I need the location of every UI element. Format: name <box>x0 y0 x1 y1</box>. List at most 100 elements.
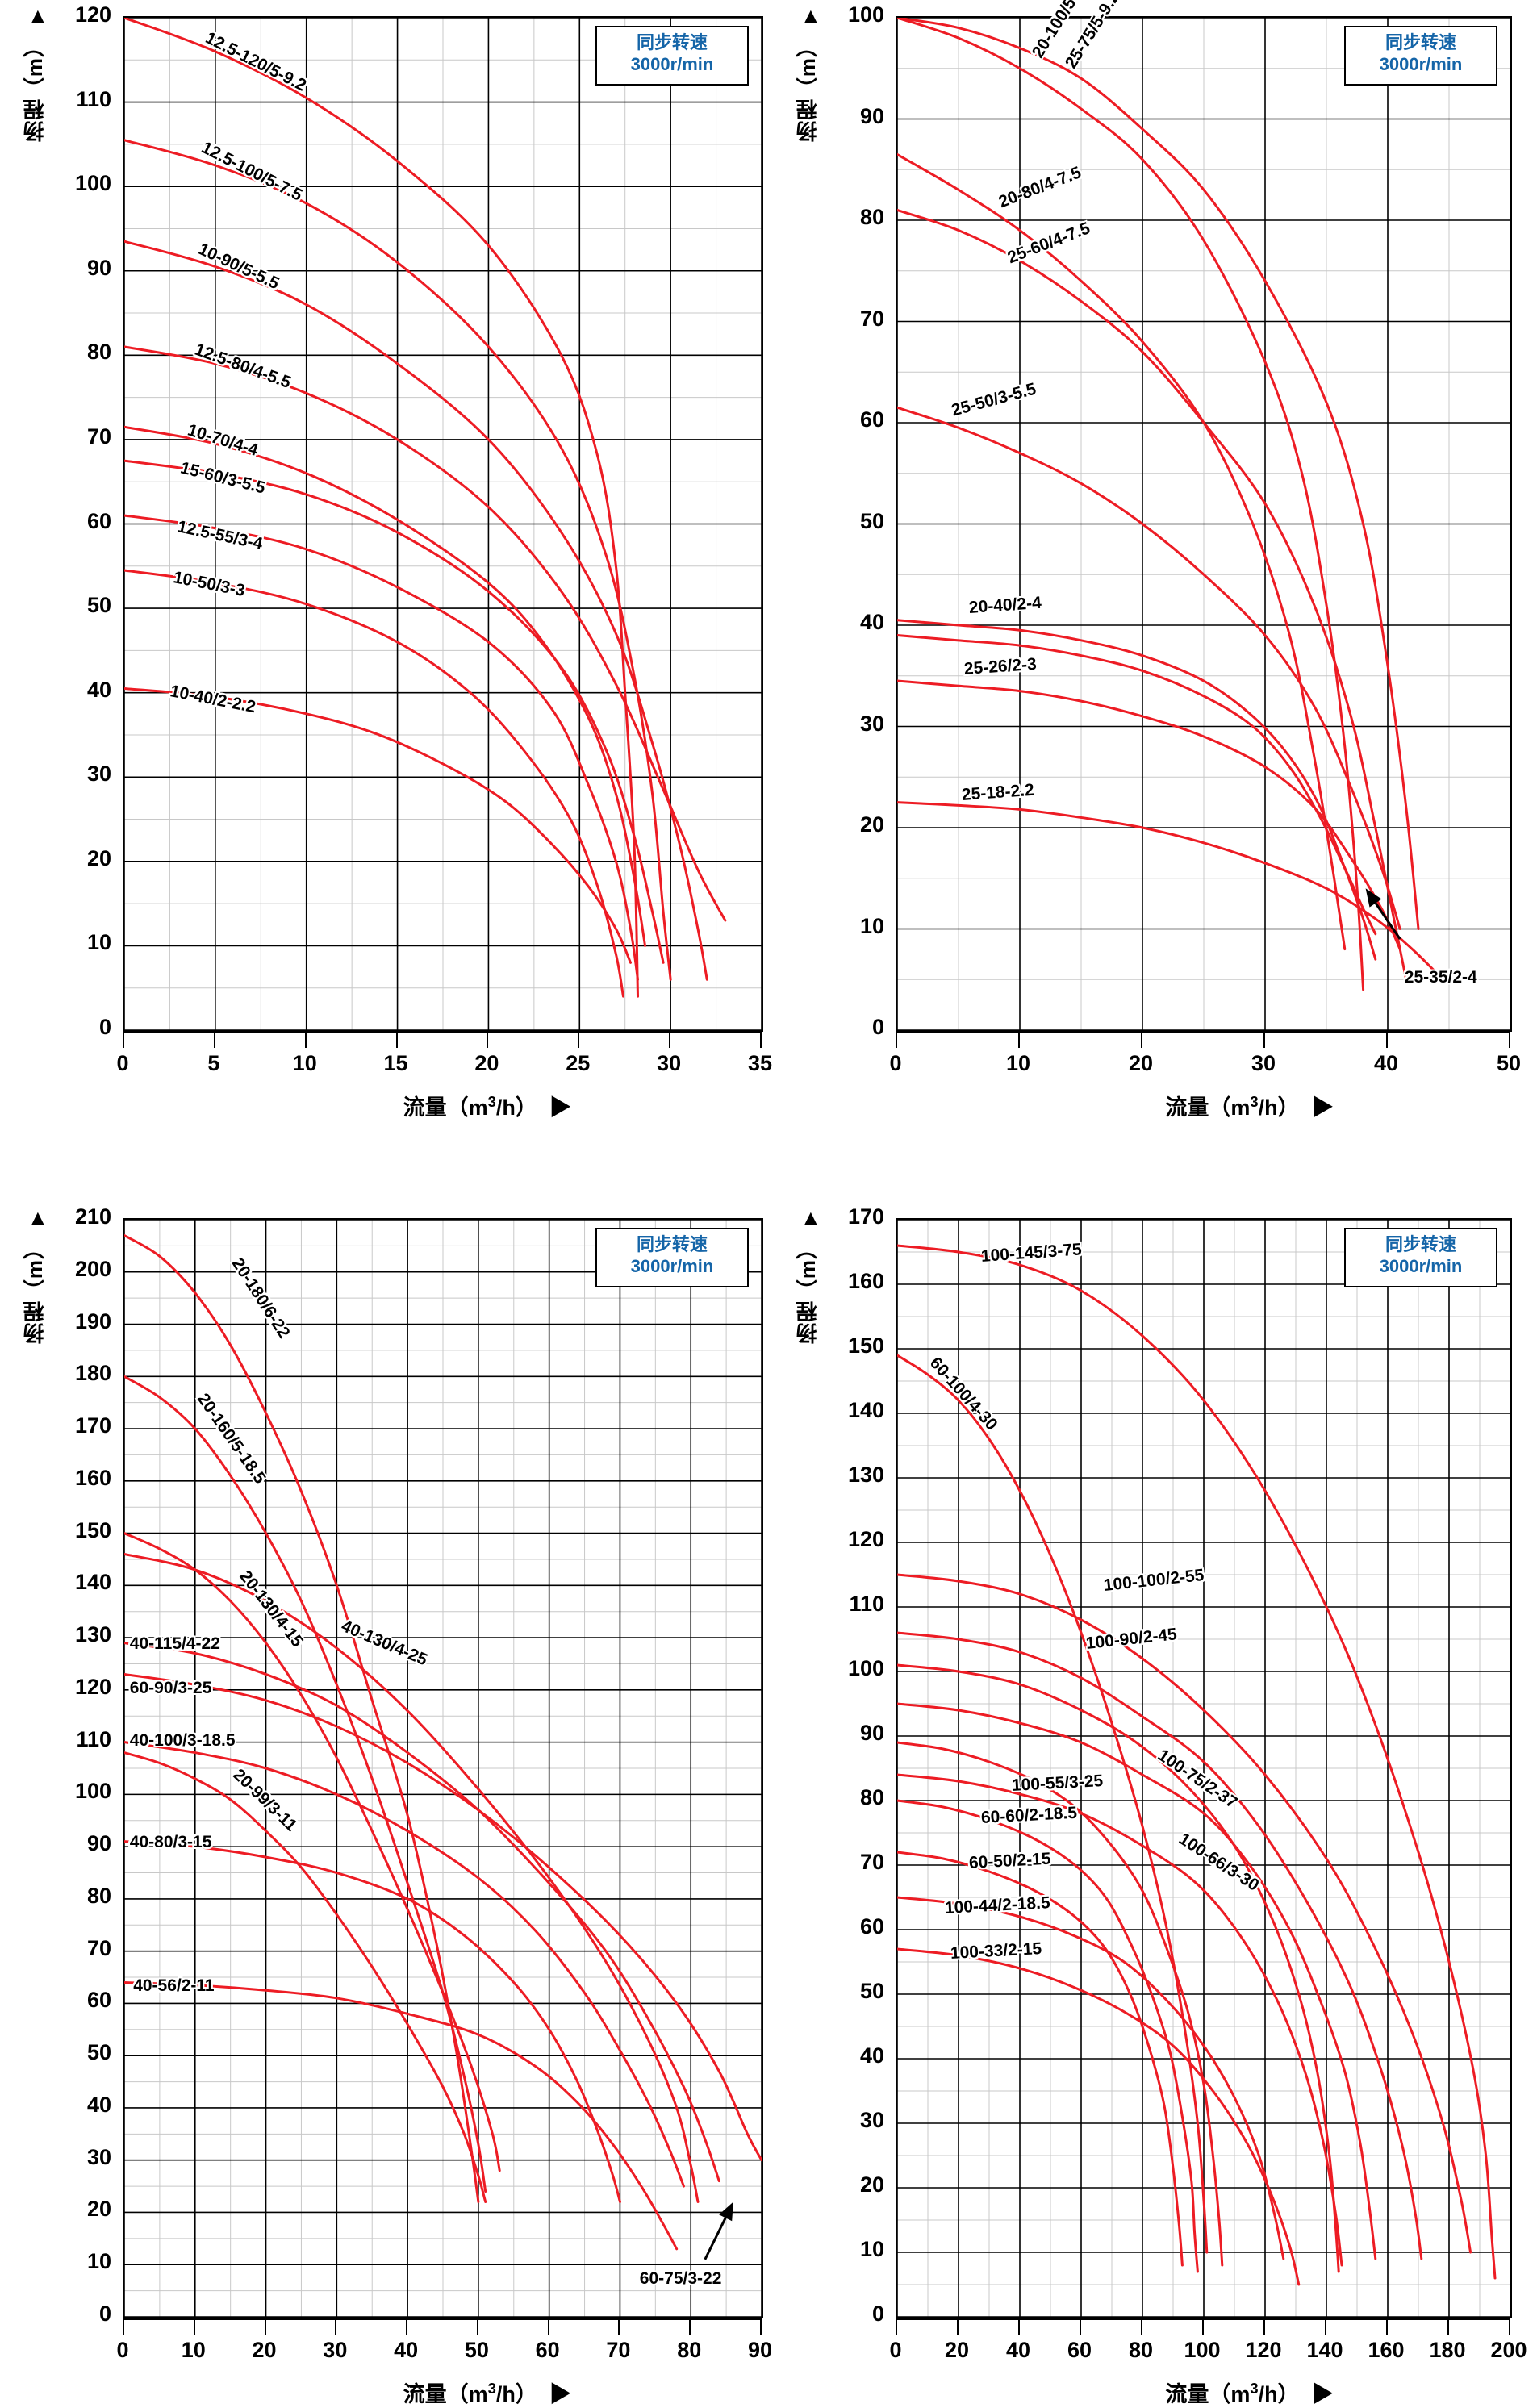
y-tick-label: 40 <box>859 2043 884 2068</box>
y-tick-label: 10 <box>859 2237 884 2261</box>
y-tick-label: 120 <box>74 2 111 27</box>
x-tick-mark <box>1509 2318 1510 2335</box>
x-tick-mark <box>264 2318 266 2335</box>
chart-2: ▲ 扬程（m） 0 10 20 30 40 50 60 70 80 90 100 0 10 20 30 40 50 流… <box>768 0 1537 1202</box>
y-axis-arrow-icon: ▲ <box>800 3 821 27</box>
legend-line-1: 同步转速 <box>1385 1234 1456 1254</box>
x-tick-mark <box>760 2318 762 2335</box>
legend-line-1: 同步转速 <box>1385 32 1456 52</box>
x-axis-title-unit: /h） <box>1258 1095 1300 1120</box>
curve-60-90/3-25 <box>124 1672 762 2162</box>
y-tick-label: 80 <box>86 340 111 365</box>
y-tick-label: 0 <box>98 2302 111 2326</box>
y-tick-label: 30 <box>86 2144 111 2169</box>
x-tick-label: 10 <box>181 2338 206 2362</box>
legend-box: 同步转速 3000r/min <box>595 1228 749 1287</box>
y-tick-label: 90 <box>86 255 111 280</box>
y-tick-label: 120 <box>74 1674 111 1699</box>
curve-100-145/3-75 <box>897 1244 1497 2280</box>
legend-line-1: 同步转速 <box>636 32 708 52</box>
y-tick-label: 40 <box>859 610 884 634</box>
x-tick-mark <box>896 1032 897 1048</box>
x-tick-mark <box>1447 2318 1449 2335</box>
y-tick-label: 110 <box>849 1592 884 1616</box>
x-tick-mark <box>1202 2318 1204 2335</box>
curve-label: 40-100/3-18.5 <box>129 1730 236 1750</box>
curve-label: 40-80/3-15 <box>129 1832 212 1851</box>
y-tick-label: 130 <box>847 1463 884 1487</box>
x-tick-mark <box>760 1032 762 1048</box>
legend-box: 同步转速 3000r/min <box>1344 26 1497 86</box>
x-tick-label: 5 <box>207 1051 220 1075</box>
curve-25-35/2-4-curve <box>897 634 1377 936</box>
x-tick-mark <box>896 2318 897 2335</box>
legend-line-2: 3000r/min <box>1379 1255 1463 1276</box>
y-tick-label: 60 <box>86 1988 111 2013</box>
x-tick-label: 0 <box>889 1051 902 1075</box>
x-tick-mark <box>957 2318 959 2335</box>
curve-label: 40-56/2-11 <box>133 1976 215 1995</box>
curve-10-40/2-2.2 <box>124 687 632 964</box>
curve-10-90/5-5.5 <box>124 240 708 981</box>
curve-12.5-55/3-4 <box>124 514 640 981</box>
x-axis-line <box>123 1032 760 1033</box>
x-tick-label: 200 <box>1490 2338 1527 2362</box>
y-tick-label: 70 <box>86 1935 111 1960</box>
y-tick-label: 60 <box>859 1914 884 1939</box>
y-tick-label: 30 <box>859 711 884 736</box>
x-tick-mark <box>1263 2318 1265 2335</box>
x-tick-mark <box>1141 1032 1142 1048</box>
y-tick-label: 100 <box>847 2 884 27</box>
chart-4: ▲ 扬程（m） 0 10 20 30 40 50 60 70 80 90 100 110 120 130 140… <box>768 1202 1537 2406</box>
plot-canvas <box>124 1220 762 2317</box>
x-tick-label: 15 <box>383 1051 408 1075</box>
plot-area <box>896 1218 1512 2318</box>
y-tick-label: 50 <box>86 2040 111 2065</box>
x-tick-mark <box>1018 1032 1020 1048</box>
y-tick-label: 30 <box>859 2108 884 2132</box>
y-tick-label: 180 <box>74 1361 111 1386</box>
y-tick-label: 0 <box>98 1015 111 1039</box>
x-tick-mark <box>406 2318 408 2335</box>
x-tick-mark <box>547 2318 549 2335</box>
x-tick-label: 20 <box>252 2338 277 2362</box>
y-axis-arrow-icon: ▲ <box>27 3 48 27</box>
x-tick-mark <box>669 1032 671 1048</box>
curve-25-75/5-9.2 <box>897 18 1420 930</box>
x-axis-arrow-icon: ▶ <box>549 2382 571 2406</box>
x-axis-title-exponent: 3 <box>1250 1093 1259 1110</box>
plot-area <box>123 16 763 1032</box>
x-tick-mark <box>1509 1032 1510 1048</box>
x-tick-mark <box>1080 2318 1081 2335</box>
x-tick-mark <box>1386 2318 1388 2335</box>
x-tick-label: 10 <box>292 1051 317 1075</box>
y-tick-label: 0 <box>871 2302 884 2326</box>
curve-100-44/2-18.5 <box>897 1896 1285 2260</box>
curve-100-75/2-37 <box>897 1702 1377 2260</box>
curve-25-26/2-3 <box>897 679 1401 951</box>
curve-100-100/2-55 <box>897 1573 1472 2254</box>
curve-25-60/4-7.5 <box>897 208 1408 981</box>
y-tick-label: 200 <box>74 1256 111 1281</box>
curve-25-50/3-5.5 <box>897 406 1401 930</box>
x-tick-mark <box>1263 1032 1265 1048</box>
x-tick-mark <box>1018 2318 1020 2335</box>
plot-area <box>123 1218 763 2318</box>
curve-12.5-120/5-9.2 <box>124 18 640 998</box>
curve-100-55/3-25 <box>897 1741 1224 2267</box>
y-tick-label: 80 <box>86 1883 111 1908</box>
curve-100-66/3-30 <box>897 1773 1343 2267</box>
y-tick-label: 140 <box>847 1398 884 1422</box>
y-tick-label: 60 <box>86 508 111 533</box>
annotation-arrow <box>1365 888 1382 908</box>
x-tick-mark <box>1386 1032 1388 1048</box>
y-tick-label: 10 <box>859 913 884 938</box>
x-axis-title-text: 流量（m <box>403 2382 488 2406</box>
x-axis-title-text: 流量（m <box>1165 1095 1251 1120</box>
curve-10-70/4-4 <box>124 425 647 947</box>
legend-line-2: 3000r/min <box>1379 53 1463 74</box>
x-tick-label: 40 <box>1373 1051 1399 1075</box>
x-tick-label: 20 <box>1128 1051 1154 1075</box>
annotation-arrow <box>719 2201 733 2222</box>
x-tick-mark <box>476 2318 478 2335</box>
